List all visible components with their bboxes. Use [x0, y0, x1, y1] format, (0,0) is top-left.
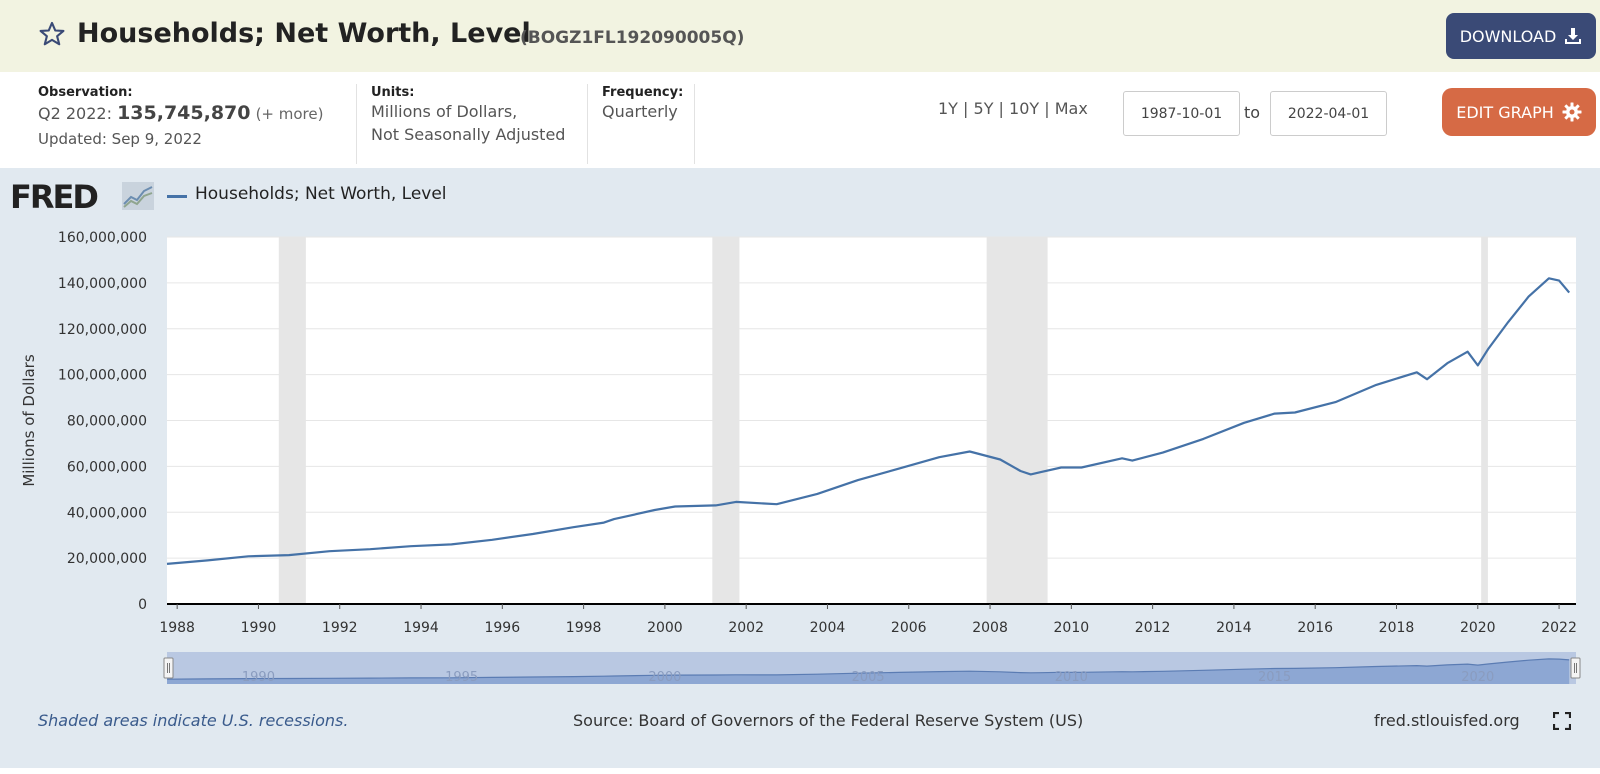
x-tick-label: 1996: [484, 620, 520, 636]
navigator-label: 2020: [1461, 670, 1494, 685]
info-row: Observation: Q2 2022: 135,745,870 (+ mor…: [0, 72, 1600, 168]
source-text: Source: Board of Governors of the Federa…: [573, 711, 1084, 730]
observation-block: Observation: Q2 2022: 135,745,870 (+ mor…: [38, 85, 323, 151]
y-tick-label: 100,000,000: [58, 368, 147, 384]
x-tick-label: 1998: [566, 620, 602, 636]
navigator-label: 2010: [1055, 670, 1088, 685]
x-tick-label: 2022: [1541, 620, 1577, 636]
y-axis-label: Millions of Dollars: [20, 354, 38, 487]
download-label: DOWNLOAD: [1459, 26, 1557, 46]
divider: [587, 84, 588, 164]
y-tick-label: 60,000,000: [67, 459, 147, 475]
x-tick-label: 2018: [1379, 620, 1415, 636]
x-tick-label: 2016: [1297, 620, 1333, 636]
units-line-1: Millions of Dollars,: [371, 102, 518, 121]
units-block: Units: Millions of Dollars, Not Seasonal…: [371, 85, 565, 146]
legend-swatch: [167, 195, 187, 198]
units-line-2: Not Seasonally Adjusted: [371, 125, 566, 144]
x-tick-label: 2012: [1135, 620, 1171, 636]
graph-area: FRED Households; Net Worth, Level 0 20,00…: [0, 168, 1600, 768]
gear-icon: [1562, 102, 1582, 122]
x-tick-label: 1990: [241, 620, 277, 636]
end-date-input[interactable]: [1270, 91, 1387, 136]
y-tick-label: 0: [138, 597, 147, 613]
x-tick-label: 2014: [1216, 620, 1252, 636]
observation-line: Q2 2022: 135,745,870 (+ more): [38, 102, 323, 126]
observation-period: Q2 2022:: [38, 104, 112, 123]
divider: [356, 84, 357, 164]
y-tick-label: 20,000,000: [67, 551, 147, 567]
x-tick-label: 1988: [159, 620, 195, 636]
legend-label: Households; Net Worth, Level: [195, 184, 447, 204]
download-button[interactable]: DOWNLOAD: [1446, 13, 1596, 59]
page-title: Households; Net Worth, Level: [77, 18, 531, 49]
x-tick-label: 2002: [728, 620, 764, 636]
download-icon: [1565, 28, 1582, 44]
start-date-input[interactable]: [1123, 91, 1240, 136]
header-bar: Households; Net Worth, Level (BOGZ1FL192…: [0, 0, 1600, 72]
range-1y[interactable]: 1Y: [938, 99, 958, 118]
frequency-label: Frequency:: [602, 85, 684, 100]
range-max[interactable]: Max: [1054, 99, 1088, 118]
x-tick-label: 2000: [647, 620, 683, 636]
y-tick-label: 160,000,000: [58, 230, 147, 246]
updated-date: Updated: Sep 9, 2022: [38, 130, 202, 148]
y-tick-label: 140,000,000: [58, 276, 147, 292]
divider: [694, 84, 695, 164]
frequency-block: Frequency: Quarterly: [602, 85, 683, 123]
series-id: (BOGZ1FL192090005Q): [520, 28, 745, 48]
navigator-handle[interactable]: [1570, 657, 1581, 679]
navigator-label: 1990: [242, 670, 275, 685]
range-selector: 1Y | 5Y | 10Y | Max: [938, 99, 1088, 118]
observation-label: Observation:: [38, 85, 133, 100]
navigator-label: 2000: [648, 670, 681, 685]
range-10y[interactable]: 10Y: [1009, 99, 1040, 118]
x-tick-label: 1992: [322, 620, 358, 636]
fred-logo-graph-icon: [122, 182, 154, 210]
y-tick-label: 80,000,000: [67, 414, 147, 430]
units-label: Units:: [371, 85, 415, 100]
frequency-value: Quarterly: [602, 102, 678, 121]
x-tick-label: 2008: [972, 620, 1008, 636]
navigator-label: 2005: [852, 670, 885, 685]
to-label: to: [1244, 103, 1261, 122]
y-tick-label: 120,000,000: [58, 322, 147, 338]
chart-svg: 0 20,000,000 40,000,000 60,000,000 80,000,00…: [20, 230, 1581, 685]
range-5y[interactable]: 5Y: [973, 99, 994, 118]
series-line: [166, 277, 1571, 565]
x-tick-label: 2020: [1460, 620, 1496, 636]
x-tick-label: 2010: [1054, 620, 1090, 636]
edit-graph-button[interactable]: EDIT GRAPH: [1442, 88, 1596, 136]
observation-more-link[interactable]: (+ more): [255, 105, 324, 123]
star-icon[interactable]: [38, 20, 66, 48]
observation-value: 135,745,870: [117, 102, 251, 124]
x-tick-label: 2004: [810, 620, 846, 636]
edit-graph-label: EDIT GRAPH: [1456, 102, 1554, 122]
x-tick-label: 1994: [403, 620, 439, 636]
navigator-label: 1995: [445, 670, 478, 685]
fred-logo[interactable]: FRED: [10, 178, 99, 216]
site-text: fred.stlouisfed.org: [1374, 711, 1520, 730]
navigator-line: [166, 658, 1570, 680]
x-tick-label: 2006: [891, 620, 927, 636]
recession-note-link[interactable]: Shaded areas indicate U.S. recessions.: [38, 711, 349, 730]
navigator-handle[interactable]: [163, 657, 174, 679]
fullscreen-icon[interactable]: [1553, 712, 1571, 730]
y-tick-label: 40,000,000: [67, 505, 147, 521]
navigator-label: 2015: [1258, 670, 1291, 685]
